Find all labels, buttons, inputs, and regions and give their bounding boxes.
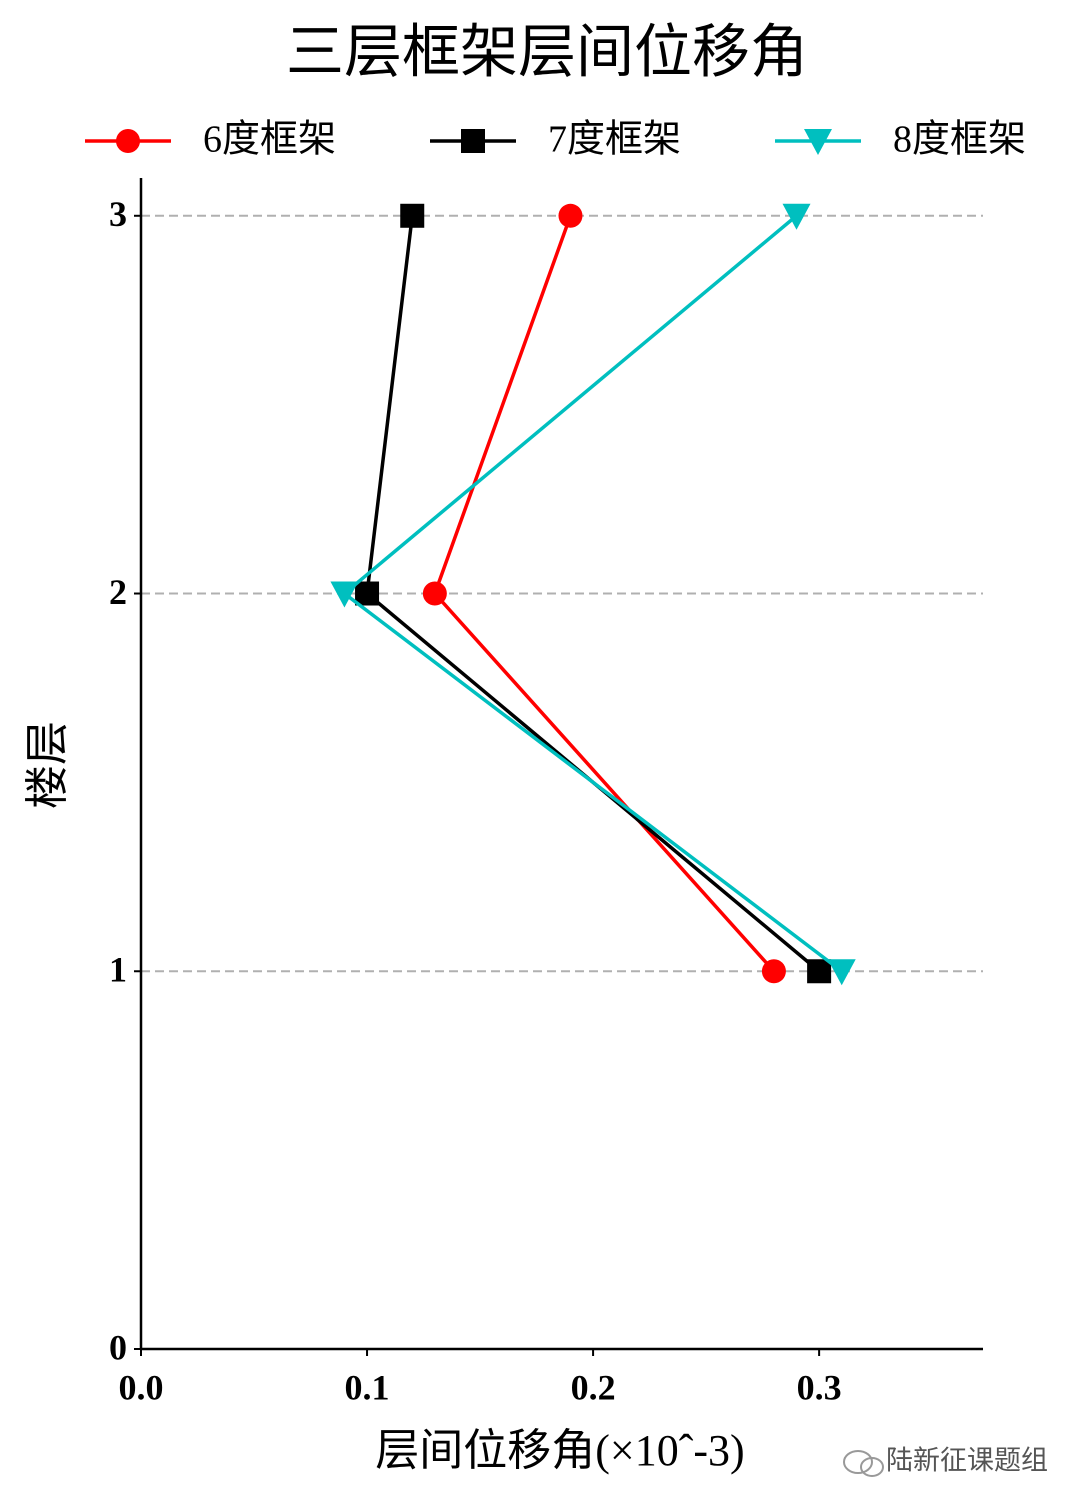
y-tick-label: 0 xyxy=(109,1327,127,1367)
x-tick-label: 0.3 xyxy=(797,1367,842,1407)
legend-label: 6度框架 xyxy=(203,119,336,161)
point xyxy=(807,959,832,984)
watermark-icon xyxy=(843,1450,873,1474)
y-axis-label: 楼层 xyxy=(23,721,72,809)
x-tick-label: 0.2 xyxy=(571,1367,616,1407)
x-tick-label: 0.0 xyxy=(119,1367,164,1407)
point xyxy=(782,203,811,230)
x-tick-label: 0.1 xyxy=(345,1367,390,1407)
point xyxy=(422,581,447,606)
y-tick-label: 3 xyxy=(109,194,127,234)
legend-label: 7度框架 xyxy=(548,119,681,161)
watermark-icon xyxy=(860,1457,884,1477)
watermark: 陆新征课题组 xyxy=(843,1446,1048,1477)
point xyxy=(400,203,425,228)
legend-marker xyxy=(461,129,485,153)
watermark-text: 陆新征课题组 xyxy=(886,1446,1048,1477)
chart-title: 三层框架层间位移角 xyxy=(286,19,808,84)
x-axis-label: 层间位移角(×10ˆ-3) xyxy=(375,1426,744,1475)
point xyxy=(827,959,856,986)
point xyxy=(330,581,359,608)
y-tick-label: 2 xyxy=(109,572,127,612)
point xyxy=(355,581,380,606)
point xyxy=(761,959,786,984)
point xyxy=(558,203,583,228)
legend-label: 8度框架 xyxy=(893,119,1026,161)
legend-marker xyxy=(116,129,140,153)
y-tick-label: 1 xyxy=(109,950,127,990)
legend-marker xyxy=(804,129,832,155)
